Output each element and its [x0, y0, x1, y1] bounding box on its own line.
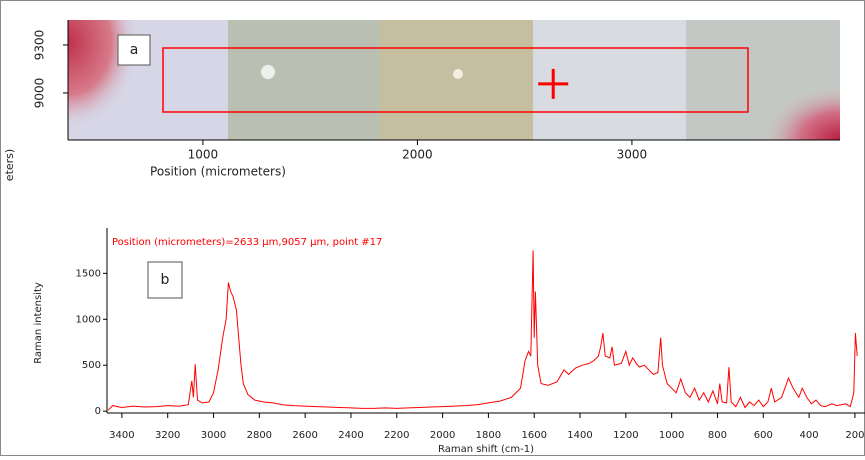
y-tick-label: 9000 — [33, 78, 47, 109]
label-box — [117, 34, 151, 66]
x-tick-label: 3400 — [109, 430, 134, 441]
x-tick-label: 1000 — [659, 430, 684, 441]
spectrum-line — [107, 250, 858, 411]
x-tick-label: 2400 — [338, 430, 363, 441]
panel-label: b — [161, 272, 170, 288]
y-axis-label: Raman intensity — [33, 282, 44, 364]
x-tick-label: 3000 — [201, 430, 226, 441]
label-box — [147, 261, 183, 299]
x-axis-label: Raman shift (cm-1) — [438, 444, 534, 455]
x-tick-label: 2800 — [247, 430, 272, 441]
x-tick-label: 200 — [845, 430, 864, 441]
x-tick-label: 3000 — [617, 148, 648, 162]
annotation: Position (micrometers)=2633 µm,9057 µm, … — [112, 237, 382, 248]
x-tick-label: 2600 — [292, 430, 317, 441]
point-cross — [538, 68, 569, 99]
microscope-image — [68, 20, 840, 140]
x-tick-label: 1200 — [613, 430, 638, 441]
panel-label: a — [130, 42, 139, 58]
x-axis-label: Position (micrometers) — [150, 165, 286, 179]
y-tick-label: 0 — [95, 406, 101, 417]
x-tick-label: 1400 — [567, 430, 592, 441]
x-tick-label: 1600 — [521, 430, 546, 441]
x-tick-label: 1000 — [188, 148, 219, 162]
y-tick-label: 500 — [82, 360, 101, 371]
x-tick-label: 400 — [800, 430, 819, 441]
region — [162, 47, 749, 113]
x-tick-label: 2000 — [430, 430, 455, 441]
y-tick-label: 1000 — [76, 314, 101, 325]
y-tick-label: 9300 — [33, 30, 47, 61]
x-tick-label: 2200 — [384, 430, 409, 441]
x-tick-label: 600 — [754, 430, 773, 441]
x-tick-label: 1800 — [476, 430, 501, 441]
x-tick-label: 800 — [708, 430, 727, 441]
y-axis-label: eters) — [3, 149, 16, 181]
x-tick-label: 3200 — [155, 430, 180, 441]
plot-area — [107, 250, 858, 411]
x-tick-label: 2000 — [402, 148, 433, 162]
y-tick-label: 1500 — [76, 268, 101, 279]
